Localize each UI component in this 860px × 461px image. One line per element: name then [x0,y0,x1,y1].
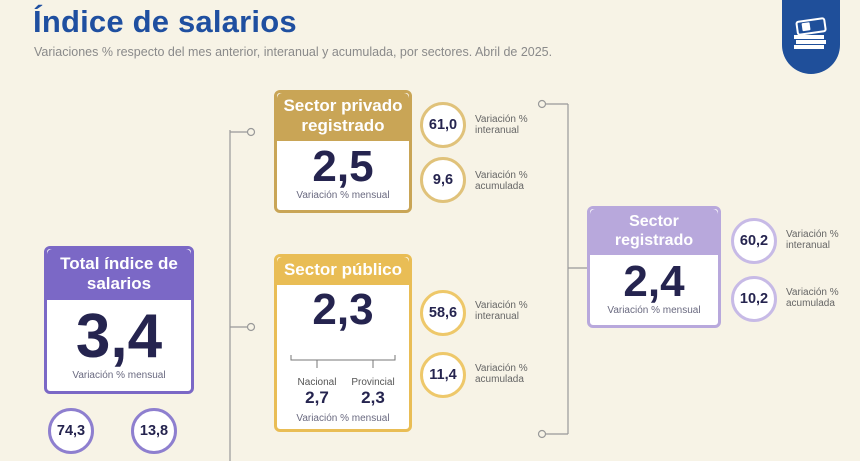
privado-card: Sector privado registrado 2,5 Variación … [274,90,412,213]
publico-interanual-label: Variación % interanual [475,300,528,322]
publico-provincial: Provincial 2,3 [345,377,401,408]
privado-caption: Variación % mensual [296,190,390,201]
total-acumulada-circle: 13,8 [131,408,177,454]
brand-badge [782,0,840,74]
privado-acumulada-circle: 9,6 [420,157,466,203]
total-interanual-circle: 74,3 [48,408,94,454]
publico-caption: Variación % mensual [296,413,390,424]
registrado-acumulada-circle: 10,2 [731,276,777,322]
publico-nacional-value: 2,7 [305,388,329,407]
registrado-acumulada-label: Variación % acumulada [786,287,839,309]
registrado-card-title: Sector registrado [590,209,718,255]
page-subtitle: Variaciones % respecto del mes anterior,… [34,45,553,59]
publico-acumulada-label: Variación % acumulada [475,363,528,385]
registrado-interanual-label: Variación % interanual [786,229,839,251]
privado-value: 2,5 [312,142,374,191]
privado-card-title: Sector privado registrado [277,93,409,141]
registrado-interanual-circle: 60,2 [731,218,777,264]
total-card: Total índice de salarios 3,4 Variación %… [44,246,194,394]
publico-value: 2,3 [312,285,374,334]
total-value: 3,4 [75,302,163,371]
registrado-card: Sector registrado 2,4 Variación % mensua… [587,206,721,328]
page-title: Índice de salarios [33,4,297,39]
publico-nacional-label: Nacional [297,377,337,388]
total-card-title: Total índice de salarios [47,249,191,300]
publico-provincial-value: 2,3 [361,388,385,407]
publico-card-title: Sector público [277,257,409,285]
publico-interanual-circle: 58,6 [420,290,466,336]
total-caption: Variación % mensual [72,370,166,381]
privado-interanual-label: Variación % interanual [475,114,528,136]
publico-nacional: Nacional 2,7 [289,377,345,408]
publico-card: Sector público 2,3 Nacional 2,7 Provinci… [274,254,412,432]
privado-acumulada-label: Variación % acumulada [475,170,528,192]
privado-interanual-circle: 61,0 [420,102,466,148]
money-icon [794,17,827,49]
publico-provincial-label: Provincial [351,377,395,388]
publico-acumulada-circle: 11,4 [420,352,466,398]
registrado-caption: Variación % mensual [607,305,701,316]
registrado-value: 2,4 [623,257,685,306]
publico-breakdown-bracket [290,355,396,368]
